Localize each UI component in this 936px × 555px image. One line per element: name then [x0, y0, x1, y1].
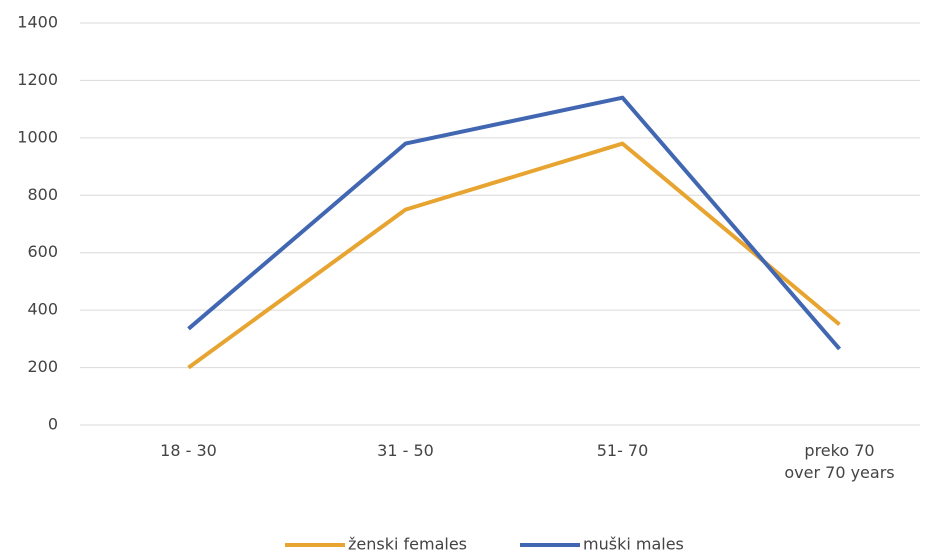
series-line — [187, 95, 842, 351]
x-tick-label: 18 - 30 — [160, 441, 217, 460]
series-line — [187, 141, 841, 370]
y-tick-label: 1400 — [17, 13, 58, 32]
x-tick-label: 51- 70 — [596, 441, 649, 460]
legend-label: muški males — [583, 535, 684, 554]
y-tick-label: 1200 — [17, 70, 58, 89]
y-tick-label: 400 — [27, 300, 58, 319]
y-tick-label: 1000 — [17, 127, 58, 146]
x-tick-label: 31 - 50 — [377, 441, 434, 460]
legend-label: ženski females — [348, 535, 467, 554]
y-tick-label: 800 — [27, 185, 58, 204]
y-tick-label: 600 — [27, 242, 58, 261]
x-tick-label: preko 70 over 70 years — [784, 441, 895, 482]
y-tick-label: 200 — [27, 357, 58, 376]
y-tick-label: 0 — [48, 415, 58, 434]
